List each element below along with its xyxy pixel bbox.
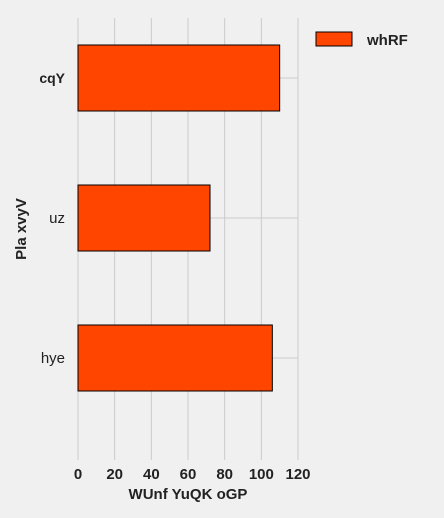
x-tick-label: 20 [106, 466, 123, 483]
legend-swatch [315, 31, 353, 47]
x-tick-label: 100 [249, 466, 274, 483]
bar-hye [77, 324, 273, 392]
x-tick-label: 60 [180, 466, 197, 483]
y-tick-label: hye [41, 350, 65, 367]
y-tick-label: cqY [39, 70, 65, 86]
x-tick-label: 0 [74, 466, 82, 483]
x-tick-label: 40 [143, 466, 160, 483]
x-tick-label: 80 [216, 466, 233, 483]
bar-cqY [77, 44, 281, 112]
bar-uz [77, 184, 211, 252]
y-tick-labels: cqY uz hye [39, 70, 65, 367]
y-axis-label: Pla xvyV [13, 198, 30, 260]
bars [77, 44, 281, 392]
x-tick-labels: 0 20 40 60 80 100 120 [74, 466, 311, 483]
y-tick-label: uz [49, 210, 65, 227]
legend-label: whRF [366, 32, 408, 49]
x-tick-label: 120 [285, 466, 310, 483]
x-axis-label: WUnf YuQK oGP [129, 486, 248, 503]
legend: whRF [315, 31, 408, 49]
